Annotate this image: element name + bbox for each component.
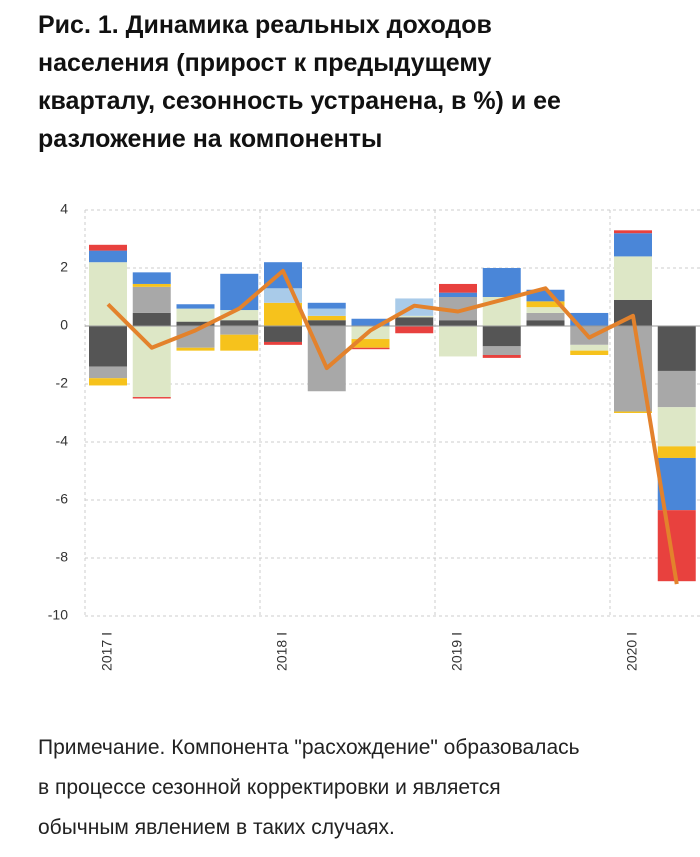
bar-segment [657,326,696,371]
bar-segment [220,310,259,321]
bar-segment [89,326,127,367]
note-line: Примечание. Компонента "расхождение" обр… [38,736,580,759]
line [106,268,679,585]
y-tick-label: -6 [56,491,69,507]
bar-segment [220,320,259,326]
note-line: в процессе сезонной корректировки и явля… [38,776,501,799]
bar-segment [570,312,609,326]
chart-title: Рис. 1. Динамика реальных доходов населе… [38,11,561,153]
bar-segment [307,315,346,321]
bar-segment [264,326,302,342]
y-tick-label: 4 [60,201,68,217]
bar-segment [482,326,521,347]
bar-segment [220,326,259,335]
bar-segment [657,446,696,458]
bar-segment [657,510,696,582]
bar-segment [89,378,127,386]
bar-segment [89,366,127,379]
bar-segment [395,326,434,334]
y-tick-label: 0 [60,317,68,333]
bar-segment [220,334,259,351]
note: Примечание. Компонента "расхождение" обр… [38,728,688,848]
bar-segment [176,347,215,351]
x-tick-label: 2020 I [624,632,640,671]
bar-segment [307,320,346,326]
bar-segment [220,273,259,311]
bar-segment [176,321,215,326]
bar-segment [264,302,302,326]
bar-segment [439,292,477,297]
bar-segment [132,312,171,326]
bar-segment [482,355,521,358]
bar-segment [439,283,477,293]
bar-segment [439,297,477,321]
chart: -10 -8 -6 -4 -2 0 2 4 2017 I 2018 I 2019 I 2020 I [48,201,700,671]
y-tick-label: 2 [60,259,68,275]
bar-segment [351,318,390,326]
y-tick-label: -8 [56,549,69,565]
note-line: обычным явлением в таких случаях. [38,816,395,839]
bar-segment [351,347,390,350]
bar-segment [526,301,565,308]
bar-segment [657,370,696,408]
bar-segment [89,244,127,251]
bar-segment [351,339,390,348]
bar-segment [526,289,565,302]
bar-segment [176,304,215,309]
bar-segment [526,320,565,326]
bar-segment [526,312,565,321]
x-tick-label: 2019 I [449,632,465,671]
bar-segment [132,286,171,313]
x-tick-label: 2018 I [274,632,290,671]
bar-segment [307,302,346,309]
bar-segment [614,233,652,257]
bar-segment [614,411,652,413]
bar-segment [482,346,521,355]
bar-segment [176,326,215,348]
bar-segment [307,308,346,316]
bar-segment [132,397,171,399]
y-tick-label: -4 [56,433,69,449]
bar-segment [89,250,127,263]
bar-segment [132,272,171,284]
x-tick-label: 2017 I [99,632,115,671]
bar-segment [439,326,477,357]
bar-segment [482,268,521,297]
bar-segment [570,344,609,351]
bar-segment [439,320,477,326]
bar-segment [614,256,652,300]
bar-segment [526,307,565,313]
bar-segment [395,315,434,318]
bar-segment [264,341,302,345]
bar-segment [614,230,652,234]
bar-segment [132,283,171,287]
bar-segment [657,407,696,447]
bar-segment [570,350,609,355]
bar-segment [176,308,215,322]
y-tick-label: -2 [56,375,69,391]
bar-segment [395,317,434,326]
y-tick-label: -10 [48,607,68,623]
